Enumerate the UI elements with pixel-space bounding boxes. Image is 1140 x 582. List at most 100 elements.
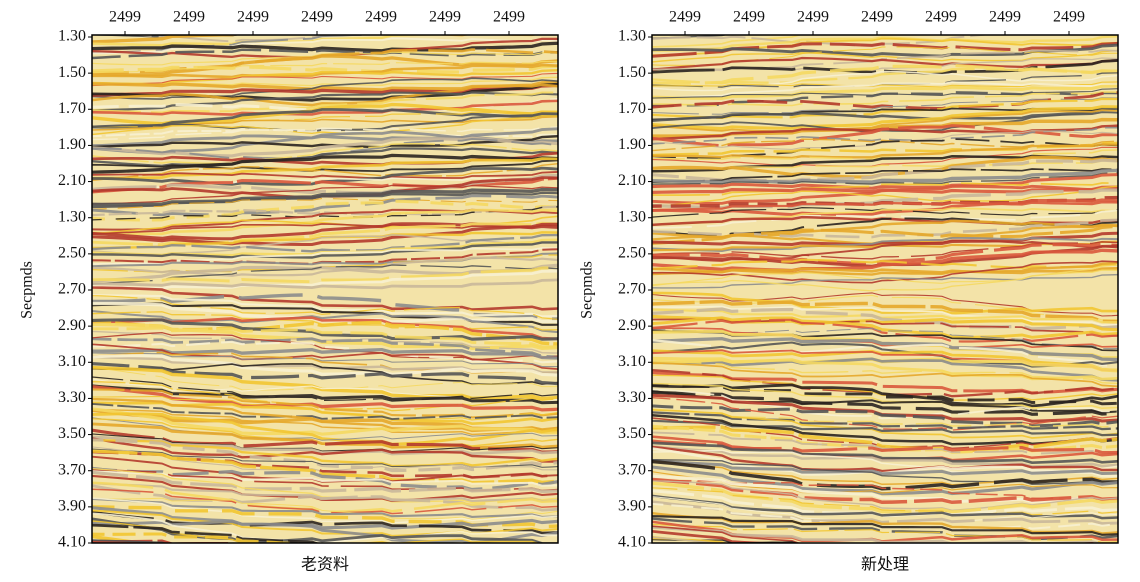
seismic-reflector [652,224,1118,245]
seismic-reflector [652,514,1118,536]
seismic-reflector [92,208,558,236]
seismic-reflector [652,146,1118,167]
y-tick-label: 1.30 [58,208,86,225]
seismic-reflector [92,309,558,334]
seismic-section [92,35,558,543]
seismic-reflector [652,431,1118,455]
seismic-reflector [92,176,558,194]
seismic-reflector [92,35,539,44]
y-tick-label: 4.10 [58,534,86,551]
seismic-reflector [652,404,1118,428]
panel-caption: 新处理 [861,556,909,574]
y-tick-label: 3.50 [58,425,86,442]
seismic-reflector [92,83,558,107]
y-tick-label: 1.50 [58,64,86,81]
seismic-reflector [92,143,558,165]
x-tick-label: 2499 [989,9,1021,26]
seismic-reflector [92,470,558,494]
x-tick-label: 2499 [493,9,525,26]
seismic-reflector [652,368,1118,398]
seismic-reflector [92,278,558,290]
seismic-reflector [652,35,805,48]
seismic-reflector [652,124,1118,148]
seismic-reflector [92,352,558,368]
seismic-reflector [92,35,240,38]
y-tick-label: 3.10 [58,353,86,370]
seismic-reflector [652,500,1118,525]
seismic-reflector [652,480,1118,512]
y-tick-label: 2.90 [618,317,646,334]
seismic-reflector [92,72,558,87]
seismic-reflector [92,361,558,386]
seismic-reflector [92,159,558,173]
seismic-reflector [92,64,558,74]
seismic-reflector [92,233,558,253]
seismic-reflector [92,126,558,141]
x-tick-label: 2499 [797,9,829,26]
seismic-reflector [652,299,1118,324]
seismic-reflector [92,437,558,463]
seismic-reflector [652,291,1118,315]
seismic-reflector [92,384,558,412]
y-tick-label: 1.50 [618,64,646,81]
seismic-reflector [92,184,558,205]
panel-caption: 老资料 [301,556,349,574]
seismic-reflector [652,97,1118,115]
x-tick-label: 2499 [365,9,397,26]
seismic-reflector [652,143,1118,160]
seismic-section [652,35,1118,543]
seismic-reflector [652,362,1118,388]
seismic-reflector [92,488,558,515]
seismic-reflector [92,408,558,436]
seismic-reflector [92,286,558,311]
seismic-reflector [652,360,1118,385]
y-tick-label: 3.30 [58,389,86,406]
seismic-reflector [652,57,1118,71]
seismic-reflector [92,506,558,530]
seismic-reflector [92,48,558,60]
seismic-reflector [92,41,558,53]
seismic-reflector [652,56,1118,71]
seismic-reflector [652,445,1118,473]
y-tick-label: 1.30 [618,208,646,225]
seismic-reflector [652,397,1118,431]
seismic-reflector [92,340,558,364]
seismic-reflector [92,294,558,321]
seismic-reflector [652,388,1118,420]
seismic-reflector [652,130,1118,150]
seismic-reflector [652,159,1118,170]
seismic-reflector [652,241,1118,260]
seismic-reflector [652,294,1118,321]
seismic-reflector [92,127,558,148]
seismic-reflector [92,221,558,247]
y-tick-label: 2.50 [618,245,646,262]
seismic-reflector [652,109,1118,133]
seismic-reflector [92,433,558,453]
seismic-reflector [652,305,1118,327]
seismic-reflector [652,465,1118,496]
y-tick-label: 4.10 [618,534,646,551]
seismic-reflector [92,422,558,450]
seismic-reflector [92,417,558,441]
seismic-reflector [92,153,558,174]
seismic-reflector [652,525,1097,543]
seismic-reflector [92,337,558,359]
seismic-reflector [652,236,1118,252]
seismic-reflector [652,138,1118,159]
seismic-reflector [92,497,558,518]
y-tick-label: 3.30 [618,389,646,406]
x-tick-label: 2499 [733,9,765,26]
seismic-reflector [92,51,558,66]
seismic-reflector [652,318,1118,343]
seismic-reflector [652,218,1118,239]
seismic-reflector [92,91,558,114]
seismic-reflector [92,206,558,221]
seismic-reflector [92,68,558,85]
seismic-reflector [92,326,558,349]
seismic-reflector [652,419,1118,437]
seismic-reflector [652,411,1118,431]
y-tick-label: 3.50 [618,425,646,442]
y-tick-label: 1.90 [618,136,646,153]
seismic-reflector [92,266,558,284]
y-axis-label: Secpmds [579,261,596,319]
